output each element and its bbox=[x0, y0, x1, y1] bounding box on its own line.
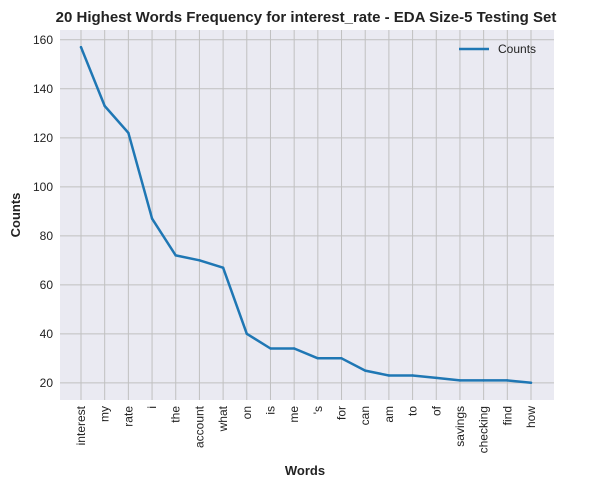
legend-label: Counts bbox=[498, 42, 536, 56]
data-point bbox=[482, 379, 485, 382]
data-point bbox=[387, 374, 391, 377]
x-tick-label: what bbox=[216, 405, 230, 432]
data-point bbox=[293, 347, 296, 350]
x-tick-label: how bbox=[524, 406, 538, 428]
x-tick-label: am bbox=[382, 406, 396, 423]
data-point bbox=[316, 357, 319, 360]
x-tick-label: for bbox=[335, 406, 349, 420]
y-tick-label: 100 bbox=[33, 180, 53, 194]
data-point bbox=[150, 217, 154, 220]
data-point bbox=[529, 381, 533, 384]
data-point bbox=[458, 379, 462, 382]
x-tick-label: interest bbox=[74, 405, 88, 445]
data-point bbox=[127, 131, 130, 135]
x-tick-label: i bbox=[145, 406, 159, 409]
grid bbox=[60, 30, 554, 400]
data-point bbox=[364, 369, 367, 372]
x-tick-label: me bbox=[287, 406, 301, 423]
x-tick-label: my bbox=[98, 406, 112, 422]
y-tick-label: 80 bbox=[40, 229, 54, 243]
x-tick-label: is bbox=[263, 406, 277, 415]
series-layer bbox=[79, 45, 533, 385]
y-tick-label: 120 bbox=[33, 131, 53, 145]
data-point bbox=[103, 104, 106, 108]
x-tick-label: the bbox=[169, 406, 183, 423]
x-tick-label: account bbox=[192, 405, 206, 448]
y-tick-label: 20 bbox=[40, 376, 54, 390]
data-point bbox=[340, 357, 343, 360]
x-tick-label: to bbox=[406, 406, 420, 416]
series-line bbox=[79, 45, 533, 385]
data-point bbox=[221, 266, 225, 269]
data-point bbox=[174, 254, 177, 257]
plot-area bbox=[60, 30, 554, 400]
data-point bbox=[506, 379, 509, 382]
y-tick-label: 40 bbox=[40, 327, 54, 341]
y-axis-ticks: 20 40 60 80 100 120 140 160 bbox=[33, 33, 53, 390]
y-tick-label: 160 bbox=[33, 33, 53, 47]
y-tick-label: 140 bbox=[33, 82, 53, 96]
x-tick-label: can bbox=[358, 406, 372, 425]
x-axis-ticks: interest my rate i the account what on is me 's for… bbox=[74, 405, 538, 453]
data-point bbox=[435, 376, 438, 380]
chart-title: 20 Highest Words Frequency for interest_… bbox=[56, 9, 557, 26]
x-tick-label: of bbox=[429, 405, 443, 416]
x-tick-label: rate bbox=[121, 406, 135, 427]
data-point bbox=[269, 347, 272, 350]
x-tick-label: find bbox=[500, 406, 514, 425]
x-tick-label: checking bbox=[477, 406, 491, 453]
data-point bbox=[245, 332, 248, 335]
data-point bbox=[198, 259, 201, 262]
y-axis-label: Counts bbox=[8, 193, 23, 238]
x-axis-label: Words bbox=[285, 463, 325, 478]
legend: Counts bbox=[459, 42, 536, 56]
y-tick-label: 60 bbox=[40, 278, 54, 292]
data-point bbox=[79, 46, 83, 49]
x-tick-label: savings bbox=[453, 406, 467, 447]
data-point bbox=[411, 374, 414, 377]
x-tick-label: 's bbox=[311, 406, 325, 414]
x-tick-label: on bbox=[240, 406, 254, 419]
